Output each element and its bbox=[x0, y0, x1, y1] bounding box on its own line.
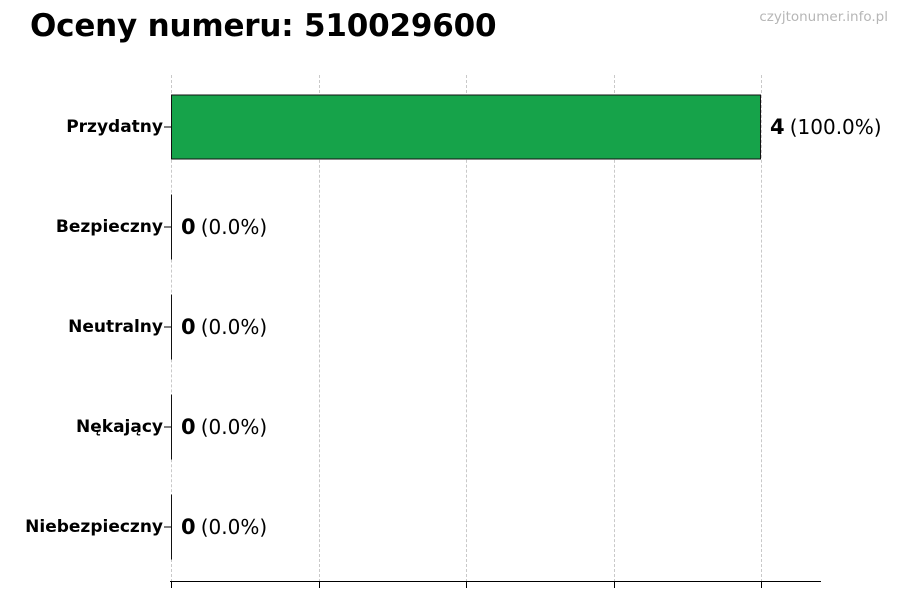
x-axis-tick bbox=[613, 582, 615, 588]
bar-przydatny[interactable] bbox=[171, 94, 761, 160]
site-watermark: czyjtonumer.info.pl bbox=[759, 9, 888, 25]
y-axis-tick bbox=[164, 426, 171, 428]
value-label-bezpieczny: 0 (0.0%) bbox=[181, 215, 267, 239]
x-axis-line bbox=[170, 581, 821, 582]
value-percent: (0.0%) bbox=[200, 515, 268, 539]
bar-neutralny[interactable] bbox=[171, 294, 172, 360]
category-label-nekajacy: Nękający bbox=[76, 417, 163, 437]
value-label-nekajacy: 0 (0.0%) bbox=[181, 415, 267, 439]
x-axis-tick bbox=[318, 582, 320, 588]
page-title: Oceny numeru: 510029600 bbox=[30, 8, 497, 44]
category-label-neutralny: Neutralny bbox=[68, 317, 163, 337]
y-axis-tick bbox=[164, 226, 171, 228]
category-label-bezpieczny: Bezpieczny bbox=[55, 217, 163, 237]
value-percent: (100.0%) bbox=[789, 115, 882, 139]
value-count: 0 bbox=[181, 215, 196, 239]
bar-nekajacy[interactable] bbox=[171, 394, 172, 460]
y-axis-tick bbox=[164, 326, 171, 328]
category-label-przydatny: Przydatny bbox=[66, 117, 163, 137]
value-label-przydatny: 4 (100.0%) bbox=[770, 115, 882, 139]
x-axis-tick bbox=[171, 582, 172, 588]
gridline bbox=[466, 75, 467, 582]
y-axis-tick bbox=[164, 526, 171, 528]
value-percent: (0.0%) bbox=[200, 415, 268, 439]
bar-row: Bezpieczny 0 (0.0%) bbox=[0, 177, 900, 277]
x-axis-tick bbox=[761, 582, 762, 588]
value-percent: (0.0%) bbox=[200, 215, 268, 239]
bar-row: Przydatny 4 (100.0%) bbox=[0, 77, 900, 177]
value-count: 4 bbox=[770, 115, 785, 139]
x-axis-tick bbox=[466, 582, 467, 588]
y-axis-tick bbox=[164, 126, 171, 128]
bar-row: Neutralny 0 (0.0%) bbox=[0, 277, 900, 377]
gridline bbox=[613, 75, 615, 582]
value-label-neutralny: 0 (0.0%) bbox=[181, 315, 267, 339]
category-label-niebezpieczny: Niebezpieczny bbox=[25, 517, 163, 537]
bar-row: Nękający 0 (0.0%) bbox=[0, 377, 900, 477]
bar-row: Niebezpieczny 0 (0.0%) bbox=[0, 477, 900, 577]
value-count: 0 bbox=[181, 315, 196, 339]
value-count: 0 bbox=[181, 515, 196, 539]
bar-bezpieczny[interactable] bbox=[171, 194, 172, 260]
value-percent: (0.0%) bbox=[200, 315, 268, 339]
value-count: 0 bbox=[181, 415, 196, 439]
value-label-niebezpieczny: 0 (0.0%) bbox=[181, 515, 267, 539]
gridline bbox=[318, 75, 320, 582]
gridline bbox=[761, 75, 762, 582]
bar-niebezpieczny[interactable] bbox=[171, 494, 172, 560]
